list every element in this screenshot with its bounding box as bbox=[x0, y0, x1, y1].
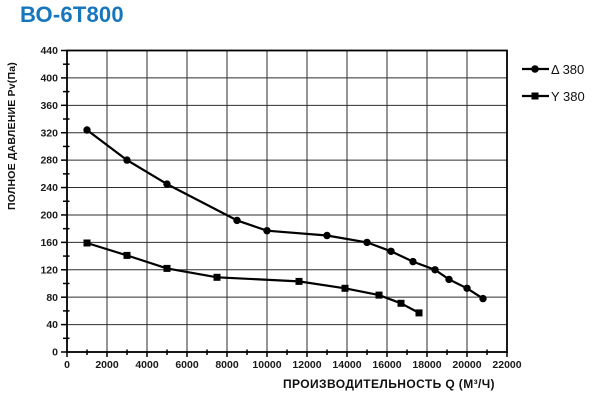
data-point-square bbox=[341, 284, 349, 292]
x-tick-label: 16000 bbox=[372, 359, 401, 371]
square-series-marker-icon bbox=[522, 92, 549, 100]
data-point-square bbox=[123, 251, 131, 259]
data-point-circle bbox=[163, 180, 171, 188]
x-tick-label: 4000 bbox=[135, 359, 159, 371]
data-point-square bbox=[375, 291, 383, 299]
x-tick-label: 6000 bbox=[175, 359, 199, 371]
data-point-circle bbox=[323, 231, 331, 240]
x-tick-label: 12000 bbox=[292, 359, 321, 371]
legend-item-delta-380: Δ 380 bbox=[522, 58, 585, 80]
circle-series-marker-icon bbox=[522, 65, 549, 73]
x-tick-label: 14000 bbox=[332, 359, 361, 371]
data-point-circle bbox=[463, 284, 471, 292]
data-point-circle bbox=[479, 294, 487, 303]
plot-border bbox=[66, 49, 508, 353]
legend-label-delta-380: Δ 380 bbox=[551, 61, 585, 77]
x-tick-label: 20000 bbox=[452, 359, 481, 371]
y-tick-label: 280 bbox=[40, 155, 58, 167]
data-point-square bbox=[163, 264, 171, 272]
data-point-square bbox=[83, 239, 91, 247]
legend-label-y-380: Y 380 bbox=[551, 88, 585, 104]
data-point-circle bbox=[363, 238, 371, 247]
legend: Δ 380 Y 380 bbox=[522, 58, 585, 112]
x-tick-label: 18000 bbox=[412, 359, 441, 371]
data-point-square bbox=[213, 273, 221, 281]
data-point-circle bbox=[409, 257, 417, 266]
x-tick-label: 0 bbox=[64, 359, 70, 371]
series-line-1 bbox=[85, 241, 421, 314]
y-tick-label: 40 bbox=[46, 319, 58, 331]
data-point-square bbox=[415, 309, 423, 317]
x-tick-label: 8000 bbox=[215, 359, 239, 371]
page-title: ВО-6Т800 bbox=[20, 2, 124, 27]
y-tick-label: 360 bbox=[40, 100, 58, 112]
data-point-square bbox=[397, 299, 405, 307]
data-point-circle bbox=[431, 266, 439, 274]
y-tick-label: 320 bbox=[40, 127, 58, 139]
y-tick-label: 240 bbox=[40, 182, 58, 194]
x-tick-label: 2000 bbox=[95, 359, 119, 371]
data-point-circle bbox=[263, 227, 271, 235]
x-tick-label: 22000 bbox=[492, 359, 521, 371]
x-axis-title: ПРОИЗВОДИТЕЛЬНОСТЬ Q (М³/Ч) bbox=[283, 377, 495, 391]
y-tick-label: 120 bbox=[40, 264, 58, 276]
y-tick-label: 80 bbox=[46, 292, 58, 304]
y-tick-label: 440 bbox=[40, 45, 58, 57]
series-line-0 bbox=[85, 128, 485, 300]
data-point-circle bbox=[83, 126, 91, 134]
y-tick-label: 160 bbox=[40, 237, 58, 249]
y-tick-label: 0 bbox=[52, 347, 58, 359]
data-point-square bbox=[295, 277, 303, 285]
y-tick-label: 200 bbox=[40, 210, 58, 222]
legend-item-y-380: Y 380 bbox=[522, 85, 585, 107]
data-point-circle bbox=[445, 275, 453, 284]
data-point-circle bbox=[387, 247, 395, 255]
data-point-circle bbox=[233, 216, 241, 225]
data-point-circle bbox=[123, 156, 131, 164]
y-tick-label: 400 bbox=[40, 73, 58, 85]
y-axis-title: ПОЛНОЕ ДАВЛЕНИЕ Pv(Па) bbox=[6, 62, 18, 210]
x-tick-label: 10000 bbox=[252, 359, 281, 371]
